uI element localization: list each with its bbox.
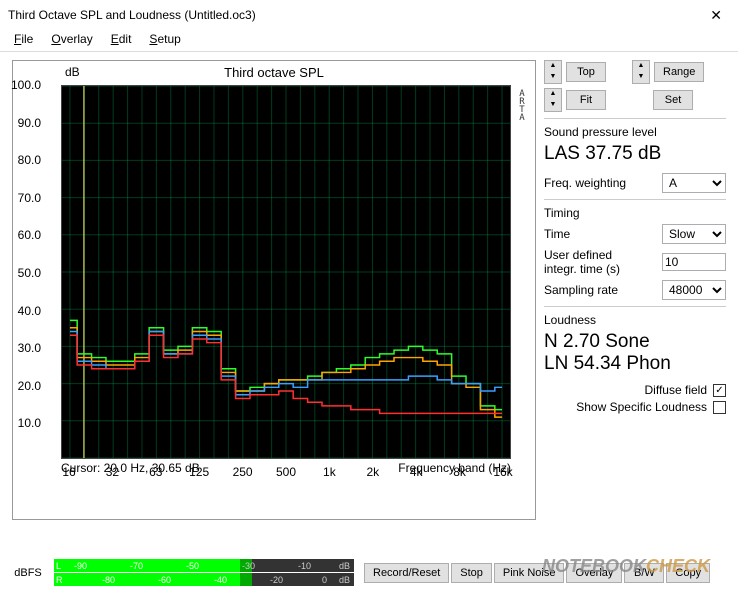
close-icon[interactable]: ✕ (702, 7, 730, 24)
xtick: 1k (315, 465, 343, 479)
menu-overlay[interactable]: Overlay (43, 30, 100, 51)
copy-button[interactable]: Copy (666, 563, 710, 583)
stop-button[interactable]: Stop (451, 563, 492, 583)
ytick: 10.0 (7, 416, 41, 430)
top-button[interactable]: Top (566, 62, 606, 82)
menu-setup[interactable]: Setup (141, 30, 188, 51)
ytick: 40.0 (7, 304, 41, 318)
xtick: 250 (229, 465, 257, 479)
ytick: 50.0 (7, 266, 41, 280)
show-specific-loudness-checkbox[interactable] (713, 401, 726, 414)
cursor-readout: Cursor: 20.0 Hz, 30.65 dB (61, 461, 200, 475)
ytick: 20.0 (7, 379, 41, 393)
ytick: 80.0 (7, 153, 41, 167)
freq-weighting-label: Freq. weighting (544, 176, 626, 190)
menubar: File Overlay Edit Setup (0, 30, 738, 52)
x-unit-label: Frequency band (Hz) (398, 461, 511, 475)
bw-button[interactable]: B/W (624, 563, 664, 583)
overlay-button[interactable]: Overlay (566, 563, 622, 583)
level-meters: L -90-70-50-30-10dB R -80-60-40-200dB (54, 559, 354, 587)
range-spinner[interactable]: ▲▼ (632, 60, 650, 84)
time-label: Time (544, 227, 570, 241)
ytick: 70.0 (7, 191, 41, 205)
show-specific-loudness-label: Show Specific Loudness (576, 400, 707, 414)
menu-edit[interactable]: Edit (103, 30, 140, 51)
ytick: 90.0 (7, 116, 41, 130)
plot[interactable] (61, 85, 511, 459)
meter-left: L -90-70-50-30-10dB (54, 559, 354, 572)
xtick: 2k (359, 465, 387, 479)
loudness-n-value: N 2.70 Sone (544, 331, 726, 353)
loudness-section-label: Loudness (544, 313, 726, 327)
ytick: 30.0 (7, 341, 41, 355)
arta-label: ARTA (517, 89, 527, 121)
top-spinner[interactable]: ▲▼ (544, 60, 562, 84)
spl-value: LAS 37.75 dB (544, 143, 726, 165)
integr-time-label: User defined integr. time (s) (544, 248, 634, 276)
xtick: 500 (272, 465, 300, 479)
ytick: 60.0 (7, 228, 41, 242)
set-button[interactable]: Set (653, 90, 693, 110)
integr-time-input[interactable] (662, 253, 726, 271)
dbfs-label: dBFS (6, 567, 50, 579)
fit-spinner[interactable]: ▲▼ (544, 88, 562, 112)
chart-area: dB Third octave SPL ARTA 10.020.030.040.… (12, 60, 536, 520)
diffuse-field-checkbox[interactable]: ✓ (713, 384, 726, 397)
sampling-rate-select[interactable]: 48000 (662, 280, 726, 300)
fit-button[interactable]: Fit (566, 90, 606, 110)
spl-section-label: Sound pressure level (544, 125, 726, 139)
window-title: Third Octave SPL and Loudness (Untitled.… (8, 8, 256, 22)
freq-weighting-select[interactable]: A (662, 173, 726, 193)
range-button[interactable]: Range (654, 62, 704, 82)
menu-file[interactable]: File (6, 30, 41, 51)
timing-section-label: Timing (544, 206, 726, 220)
pink-noise-button[interactable]: Pink Noise (494, 563, 565, 583)
ytick: 100.0 (7, 78, 41, 92)
chart-title: Third octave SPL (13, 65, 535, 80)
record-reset-button[interactable]: Record/Reset (364, 563, 449, 583)
sampling-rate-label: Sampling rate (544, 283, 618, 297)
loudness-ln-value: LN 54.34 Phon (544, 353, 726, 375)
time-select[interactable]: Slow (662, 224, 726, 244)
meter-right: R -80-60-40-200dB (54, 573, 354, 586)
diffuse-field-label: Diffuse field (645, 383, 707, 397)
